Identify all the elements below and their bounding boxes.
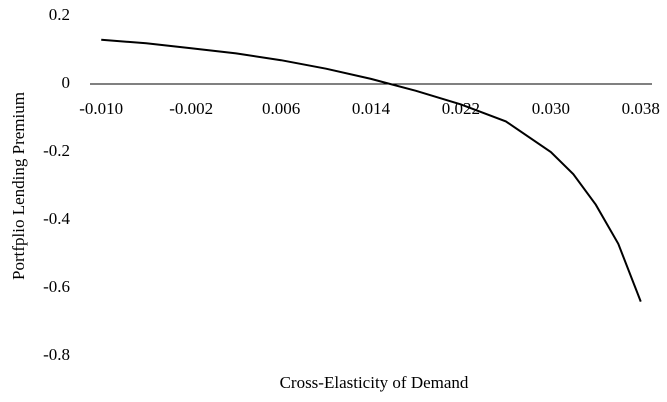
y-tick-label: 0.2 <box>49 5 70 24</box>
x-tick-label: 0.030 <box>532 99 570 118</box>
x-tick-label: 0.038 <box>622 99 660 118</box>
x-tick-label: -0.002 <box>169 99 213 118</box>
data-line <box>101 38 642 302</box>
x-tick-label: 0.006 <box>262 99 300 118</box>
y-tick-label: -0.4 <box>43 209 70 228</box>
y-tick-label: -0.2 <box>43 141 70 160</box>
y-tick-label: -0.8 <box>43 345 70 364</box>
y-tick-label: -0.6 <box>43 277 70 296</box>
y-axis-label: Portfplio Lending Premium <box>9 92 28 280</box>
x-axis-label: Cross-Elasticity of Demand <box>280 373 469 392</box>
x-tick-label: -0.010 <box>79 99 123 118</box>
y-tick-label: 0 <box>62 73 71 92</box>
x-tick-label: 0.022 <box>442 99 480 118</box>
x-tick-label: 0.014 <box>352 99 391 118</box>
